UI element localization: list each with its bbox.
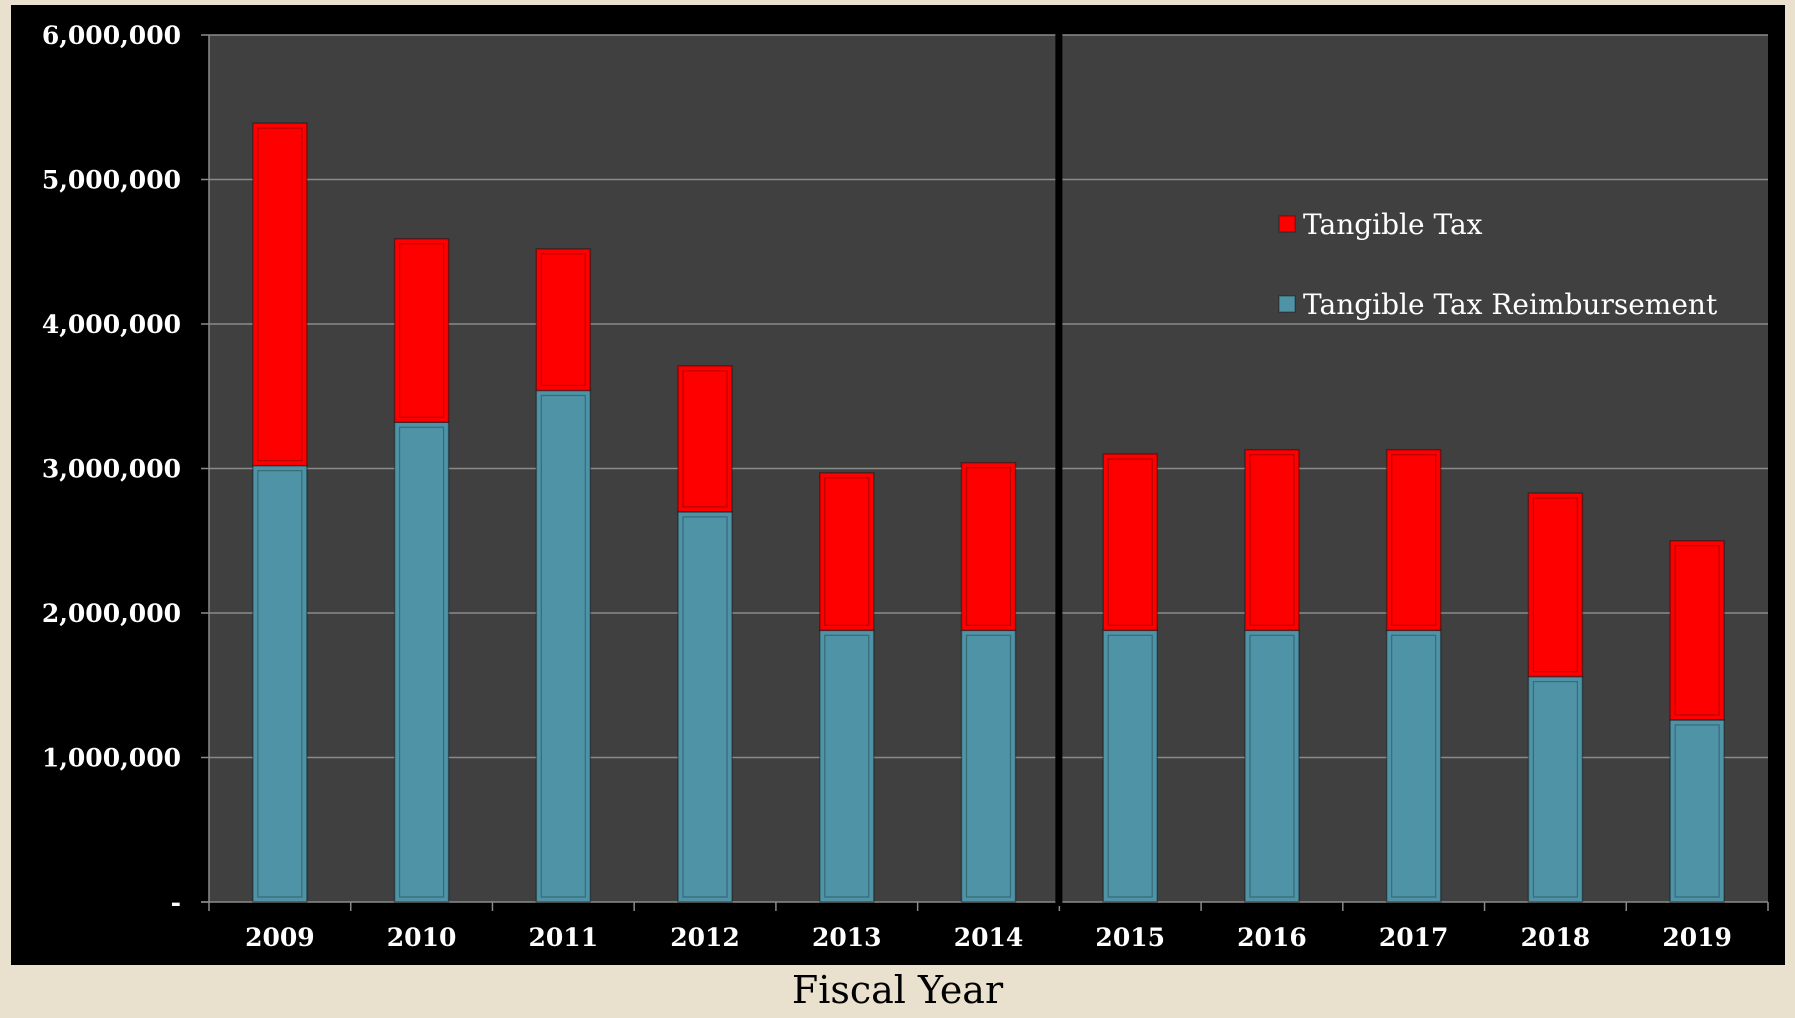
bar-inner-border <box>1249 454 1295 626</box>
bar-inner-border <box>1249 634 1295 898</box>
bar-reimbursement <box>535 389 592 903</box>
bar-inner-border <box>398 243 445 418</box>
bar-inner-border <box>398 426 445 898</box>
x-tick-label: 2017 <box>1379 923 1449 952</box>
bar-reimbursement <box>1669 719 1725 903</box>
y-tick-label: 3,000,000 <box>42 455 181 484</box>
x-tick-label: 2018 <box>1521 923 1591 952</box>
y-tick-label: 4,000,000 <box>42 310 181 339</box>
bar-inner-border <box>540 253 586 387</box>
x-tick-label: 2012 <box>670 923 740 952</box>
bar-inner-border <box>824 634 870 898</box>
x-tick-label: 2016 <box>1237 923 1307 952</box>
bar-tangible-tax <box>1669 540 1725 721</box>
y-tick-label: - <box>171 888 181 917</box>
bar-inner-border <box>257 127 303 462</box>
y-tick-label: 2,000,000 <box>42 599 181 628</box>
bar-reimbursement <box>677 511 733 903</box>
bar-tangible-tax <box>252 122 308 467</box>
bar-tangible-tax <box>677 365 733 513</box>
bar-inner-border <box>1532 680 1579 898</box>
bar-inner-border <box>965 467 1012 626</box>
bar-inner-border <box>1674 724 1720 898</box>
bar-inner-border <box>965 634 1012 898</box>
legend-label: Tangible Tax <box>1303 208 1483 241</box>
bar-inner-border <box>1391 634 1437 898</box>
x-tick-label: 2011 <box>529 923 599 952</box>
stacked-bar-chart: - 1,000,000 2,000,000 3,000,000 4,000,000 5,0… <box>42 21 1769 952</box>
bar-tangible-tax <box>535 248 592 392</box>
x-tick-label: 2010 <box>387 923 457 952</box>
x-tick-label: 2015 <box>1095 923 1165 952</box>
y-tick-label: 5,000,000 <box>42 166 181 195</box>
bar-reimbursement <box>960 629 1017 903</box>
bar-inner-border <box>682 516 728 898</box>
bar-reimbursement <box>1385 629 1442 903</box>
bar-inner-border <box>682 370 728 508</box>
bar-tangible-tax <box>960 461 1017 632</box>
x-tick-label: 2019 <box>1662 923 1732 952</box>
legend-label: Tangible Tax Reimbursement <box>1303 288 1718 321</box>
bar-inner-border <box>1391 454 1437 626</box>
y-tick-label: 6,000,000 <box>42 21 181 50</box>
bar-tangible-tax <box>1385 448 1442 632</box>
bar-reimbursement <box>393 421 450 903</box>
bar-reimbursement <box>819 629 875 903</box>
bar-inner-border <box>824 477 870 626</box>
bar-tangible-tax <box>819 472 875 632</box>
y-tick-label: 1,000,000 <box>42 744 181 773</box>
bar-inner-border <box>1107 458 1153 626</box>
x-tick-label: 2009 <box>245 923 315 952</box>
bar-inner-border <box>1107 634 1153 898</box>
bar-inner-border <box>1674 545 1720 716</box>
bar-inner-border <box>540 394 586 898</box>
bar-inner-border <box>257 470 303 898</box>
period-divider <box>1055 31 1063 906</box>
bar-inner-border <box>1532 497 1579 673</box>
legend-swatch <box>1278 215 1296 233</box>
bar-tangible-tax <box>1244 448 1300 632</box>
chart-frame: - 1,000,000 2,000,000 3,000,000 4,000,000 5,0… <box>11 5 1785 965</box>
bar-reimbursement <box>252 464 308 903</box>
bar-tangible-tax <box>1102 453 1158 632</box>
bar-reimbursement <box>1102 629 1158 903</box>
x-axis-title: Fiscal Year <box>791 968 1004 1012</box>
bar-reimbursement <box>1244 629 1300 903</box>
bar-tangible-tax <box>393 237 450 424</box>
bar-tangible-tax <box>1527 492 1584 678</box>
x-tick-label: 2014 <box>954 923 1024 952</box>
bar-reimbursement <box>1527 675 1584 903</box>
legend-swatch <box>1278 295 1296 313</box>
x-tick-label: 2013 <box>812 923 882 952</box>
